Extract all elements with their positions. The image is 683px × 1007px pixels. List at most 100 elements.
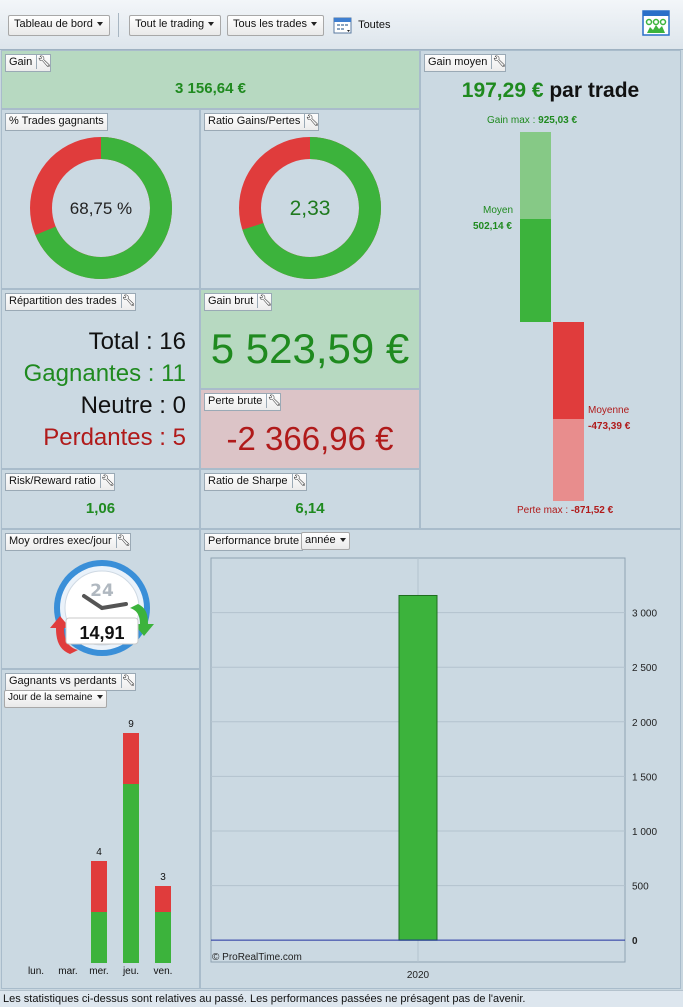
calendar-icon[interactable] xyxy=(333,15,355,35)
ratio-value: 2,33 xyxy=(289,197,331,220)
distribution-list: Total : 16 Gagnantes : 11 Neutre : 0 Per… xyxy=(24,326,186,454)
wrench-icon[interactable]: 🔧︎ xyxy=(36,55,52,69)
wrench-icon[interactable]: 🔧︎ xyxy=(266,394,282,408)
trading-dropdown-label: Tout le trading xyxy=(135,18,205,30)
weekday-wins-bar xyxy=(123,783,139,963)
weekday-title: Gagnants vs perdants 🔧︎ xyxy=(5,673,136,691)
donut-win-segment xyxy=(30,137,172,279)
winning-label: Gagnantes xyxy=(23,360,142,387)
y-tick-label: 1 000 xyxy=(632,827,657,838)
x-tick-label: 2020 xyxy=(407,970,430,981)
sharpe-title-label: Ratio de Sharpe xyxy=(208,475,288,487)
weekday-selector[interactable]: Jour de la semaine xyxy=(4,690,107,708)
chevron-down-icon xyxy=(339,538,346,543)
wrench-icon[interactable]: 🔧︎ xyxy=(120,294,136,308)
toolbar-separator xyxy=(118,13,119,37)
weekday-wins-bar xyxy=(155,911,171,963)
wrench-icon[interactable]: 🔧︎ xyxy=(304,114,320,128)
weekday-losses-bar xyxy=(123,732,139,784)
y-tick-label: 1 500 xyxy=(632,772,657,783)
performance-period-label: année xyxy=(305,534,336,546)
max-loss-value: -871,52 € xyxy=(570,505,614,516)
donut-win-segment xyxy=(239,137,381,279)
performance-credit: © ProRealTime.com xyxy=(212,952,302,963)
toolbar: Tableau de bord Tout le trading Tous les… xyxy=(0,0,683,50)
wrench-icon[interactable]: 🔧︎ xyxy=(291,474,307,488)
risk-reward-panel: Risk/Reward ratio 🔧︎ 1,06 xyxy=(1,469,200,529)
gross-loss-panel: Perte brute 🔧︎ -2 366,96 € xyxy=(200,389,420,469)
wrench-icon[interactable]: 🔧︎ xyxy=(257,294,273,308)
gross-loss-title-label: Perte brute xyxy=(208,395,263,407)
dashboard-settings-icon[interactable] xyxy=(641,8,673,40)
y-tick-label: 0 xyxy=(632,936,638,947)
weekday-count-label: 3 xyxy=(160,872,166,884)
performance-period-selector[interactable]: année xyxy=(301,532,350,550)
wrench-icon[interactable]: 🔧︎ xyxy=(115,534,131,548)
performance-panel: Performance brute année 0 500 1 000 1 500 2 … xyxy=(200,529,681,989)
max-gain-value: 925,03 € xyxy=(538,115,578,126)
y-tick-label: 3 000 xyxy=(632,609,657,620)
avg-gain-bar xyxy=(520,218,551,322)
losing-label: Perdantes xyxy=(43,424,153,451)
winning-pct-title-label: % Trades gagnants xyxy=(9,115,104,127)
orders-panel: Moy ordres exec/jour 🔧︎ 24 14,91 xyxy=(1,529,200,669)
avg-gain-bar-value: 502,14 € xyxy=(473,221,512,232)
total-value: 16 xyxy=(159,328,186,355)
period-selector[interactable]: Toutes xyxy=(333,15,390,35)
max-loss-bar xyxy=(553,419,584,501)
max-gain-label-text: Gain max : xyxy=(487,115,536,126)
y-tick-label: 2 500 xyxy=(632,663,657,674)
weekday-title-label: Gagnants vs perdants xyxy=(9,675,117,687)
distribution-total: Total : 16 xyxy=(88,328,186,355)
avg-gain-bar-label: Moyen xyxy=(483,205,514,216)
wrench-icon[interactable]: 🔧︎ xyxy=(491,55,507,69)
footer-disclaimer: Les statistiques ci-dessus sont relative… xyxy=(0,990,683,1007)
weekday-panel: Gagnants vs perdants 🔧︎ Jour de la semain… xyxy=(1,669,200,989)
winning-pct-value: 68,75 % xyxy=(69,199,133,218)
wrench-icon[interactable]: 🔧︎ xyxy=(120,674,136,688)
avg-gain-headline: 197,29 € par trade xyxy=(421,79,680,103)
weekday-count-label: 4 xyxy=(96,846,102,858)
risk-reward-value: 1,06 xyxy=(85,500,116,517)
weekday-wins-bar xyxy=(91,911,107,963)
max-gain-label: Gain max : 925,03 € xyxy=(487,115,577,126)
y-tick-label: 500 xyxy=(632,882,649,893)
total-label: Total xyxy=(88,328,140,355)
winning-pct-panel: % Trades gagnants 68,75 % xyxy=(1,109,200,289)
orders-title-label: Moy ordres exec/jour xyxy=(9,535,112,547)
max-loss-label-text: Perte max : xyxy=(517,505,569,516)
wrench-icon[interactable]: 🔧︎ xyxy=(99,474,115,488)
weekday-chart: lun. mar. mer. 4 jeu. 9 ven. 3 xyxy=(2,670,199,988)
dashboard-dropdown-label: Tableau de bord xyxy=(14,18,93,30)
ratio-title: Ratio Gains/Pertes 🔧︎ xyxy=(204,113,320,131)
weekday-axis-label: lun. xyxy=(27,966,45,977)
trading-dropdown[interactable]: Tout le trading xyxy=(129,15,222,36)
performance-bar xyxy=(398,594,438,941)
avg-loss-bar xyxy=(553,322,584,420)
weekday-axis-label: mar. xyxy=(58,966,78,977)
gain-panel: Gain 🔧︎ 3 156,64 € xyxy=(1,50,420,109)
gross-loss-title: Perte brute 🔧︎ xyxy=(204,393,282,411)
sharpe-value: 6,14 xyxy=(295,500,325,517)
avg-gain-suffix: par trade xyxy=(549,79,640,102)
distribution-title: Répartition des trades 🔧︎ xyxy=(5,293,136,311)
trades-dropdown[interactable]: Tous les trades xyxy=(227,15,324,36)
weekday-losses-bar xyxy=(155,886,171,912)
gain-value: 3 156,64 € xyxy=(175,80,246,97)
avg-loss-bar-value: -473,39 € xyxy=(588,421,631,432)
sharpe-panel: Ratio de Sharpe 🔧︎ 6,14 xyxy=(200,469,420,529)
avg-gain-value: 197,29 € xyxy=(461,79,544,102)
y-tick-label: 2 000 xyxy=(632,718,657,729)
ratio-donut xyxy=(239,137,381,279)
distribution-neutral: Neutre : 0 xyxy=(80,392,186,419)
dashboard-dropdown[interactable]: Tableau de bord xyxy=(8,15,110,36)
performance-chart: 0 500 1 000 1 500 2 000 2 500 3 000 2020 xyxy=(210,557,657,981)
weekday-selector-label: Jour de la semaine xyxy=(8,692,93,703)
distribution-title-label: Répartition des trades xyxy=(9,295,117,307)
weekday-axis-label: mer. xyxy=(89,966,109,977)
winning-pct-donut xyxy=(30,137,172,279)
orders-title: Moy ordres exec/jour 🔧︎ xyxy=(5,533,131,551)
gross-loss-value: -2 366,96 € xyxy=(226,420,394,457)
risk-reward-title: Risk/Reward ratio 🔧︎ xyxy=(5,473,115,491)
max-loss-label: Perte max : -871,52 € xyxy=(517,505,613,516)
